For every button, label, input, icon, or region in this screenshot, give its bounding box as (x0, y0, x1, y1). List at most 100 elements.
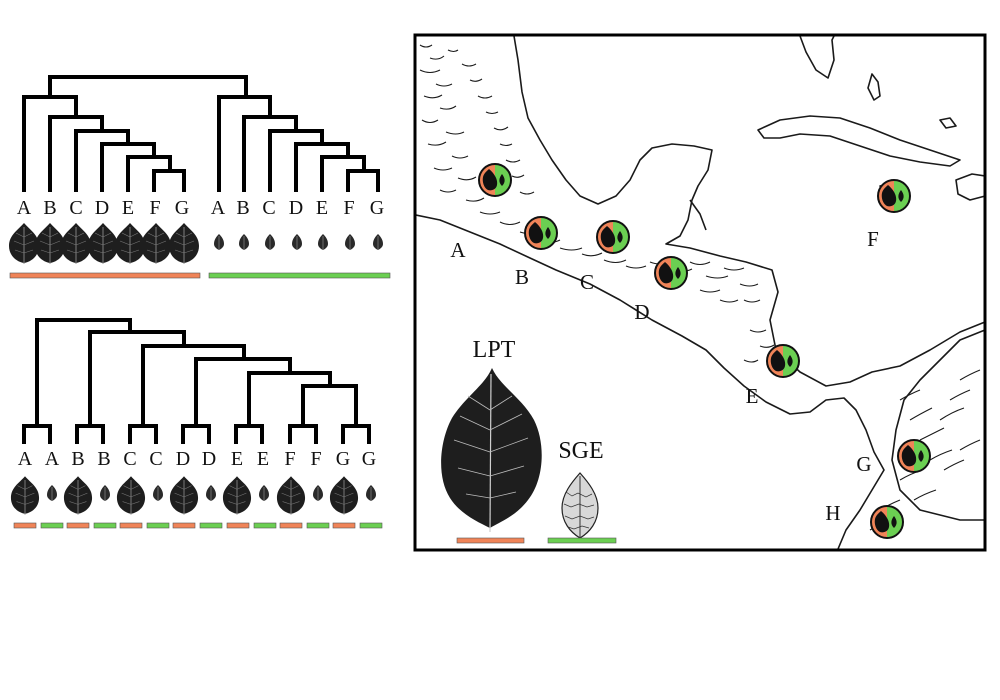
sge-bar (306, 522, 330, 529)
site-marker-b (524, 216, 558, 250)
small-leaf-icon (46, 484, 58, 502)
large-leaf-icon (901, 445, 917, 467)
marker-ring (877, 179, 911, 213)
map-frame (413, 33, 987, 552)
tip-label: A (45, 448, 60, 470)
marker-ring (870, 505, 904, 539)
top-tree-tip-labels: A B C D E F G A B C D E F G (17, 197, 384, 219)
tip-label: C (262, 197, 275, 219)
tip-label: F (310, 448, 321, 470)
tip-label: G (336, 448, 350, 470)
map-site-labels: A B C D E F G H (450, 227, 878, 525)
tip-label: A (211, 197, 226, 219)
lpt-legend-bar (456, 537, 525, 544)
large-leaf-icon (222, 475, 252, 516)
site-label-a: A (450, 238, 466, 262)
site-label-h: H (825, 501, 840, 525)
tip-label: B (97, 448, 110, 470)
large-leaf-icon (600, 226, 616, 248)
tip-label: A (18, 448, 33, 470)
tip-label: C (69, 197, 82, 219)
small-leaf-icon (344, 233, 356, 251)
small-leaf-icon (365, 484, 377, 502)
site-marker-c (596, 220, 630, 254)
top-phylogeny-tree (22, 75, 380, 192)
tip-label: F (343, 197, 354, 219)
tip-label: F (284, 448, 295, 470)
sge-legend-bar (547, 537, 617, 544)
large-leaf-icon (34, 222, 66, 265)
top-tree-leaves (8, 222, 384, 265)
large-leaf-icon (169, 475, 199, 516)
lpt-bar (172, 522, 196, 529)
small-leaf-icon (675, 267, 681, 279)
small-leaf-icon (617, 231, 623, 243)
large-leaf-icon (8, 222, 40, 265)
large-leaf-icon (63, 475, 93, 516)
marker-ring (478, 163, 512, 197)
marker-ring (654, 256, 688, 290)
small-leaf-icon (499, 174, 505, 186)
tip-label: F (149, 197, 160, 219)
tip-label: G (370, 197, 384, 219)
site-label-e: E (746, 384, 759, 408)
lpt-bar (226, 522, 250, 529)
large-leaf-icon (114, 222, 146, 265)
tip-label: E (231, 448, 243, 470)
tip-label: D (202, 448, 216, 470)
site-label-f: F (867, 227, 879, 251)
small-leaf-icon (291, 233, 303, 251)
tip-label: E (316, 197, 328, 219)
sge-bar (359, 522, 383, 529)
tip-label: D (289, 197, 303, 219)
bottom-tree-leaves (10, 475, 377, 516)
small-leaf-icon (258, 484, 270, 502)
tip-label: B (236, 197, 249, 219)
leaf-legend: LPT SGE (441, 337, 617, 544)
site-label-b: B (515, 265, 529, 289)
small-leaf-icon (152, 484, 164, 502)
site-marker-f (877, 179, 911, 213)
large-leaf-icon (874, 511, 890, 533)
large-leaf-icon (140, 222, 172, 265)
tip-label: E (122, 197, 134, 219)
small-leaf-icon (317, 233, 329, 251)
bottom-phylogeny-tree (22, 318, 371, 444)
marker-ring (524, 216, 558, 250)
large-leaf-icon (658, 262, 674, 284)
small-leaf-icon (99, 484, 111, 502)
small-leaf-icon (372, 233, 384, 251)
small-leaf-icon (238, 233, 250, 251)
site-label-c: C (580, 270, 594, 294)
lpt-bar (119, 522, 143, 529)
tip-label: E (257, 448, 269, 470)
large-leaf-icon (329, 475, 359, 516)
sge-bar (40, 522, 64, 529)
tip-label: C (149, 448, 162, 470)
lpt-bar (13, 522, 37, 529)
site-marker-d (654, 256, 688, 290)
coastline-map (416, 36, 984, 549)
lpt-bar (332, 522, 356, 529)
tip-label: G (175, 197, 189, 219)
tip-label: C (123, 448, 136, 470)
tip-label: D (95, 197, 109, 219)
tip-label: D (176, 448, 190, 470)
marker-ring (766, 344, 800, 378)
lpt-leaf-icon (441, 368, 542, 533)
large-leaf-icon (770, 350, 786, 372)
site-markers (478, 163, 931, 539)
lpt-bar (279, 522, 303, 529)
sge-bar (93, 522, 117, 529)
site-label-d: D (634, 300, 649, 324)
sge-bar (253, 522, 277, 529)
lpt-legend-label: LPT (473, 337, 516, 363)
site-label-g: G (856, 452, 871, 476)
small-leaf-icon (891, 516, 897, 528)
bottom-group-bars (13, 522, 383, 529)
marker-ring (897, 439, 931, 473)
small-leaf-icon (898, 190, 904, 202)
tip-label: B (71, 448, 84, 470)
lpt-bar (66, 522, 90, 529)
